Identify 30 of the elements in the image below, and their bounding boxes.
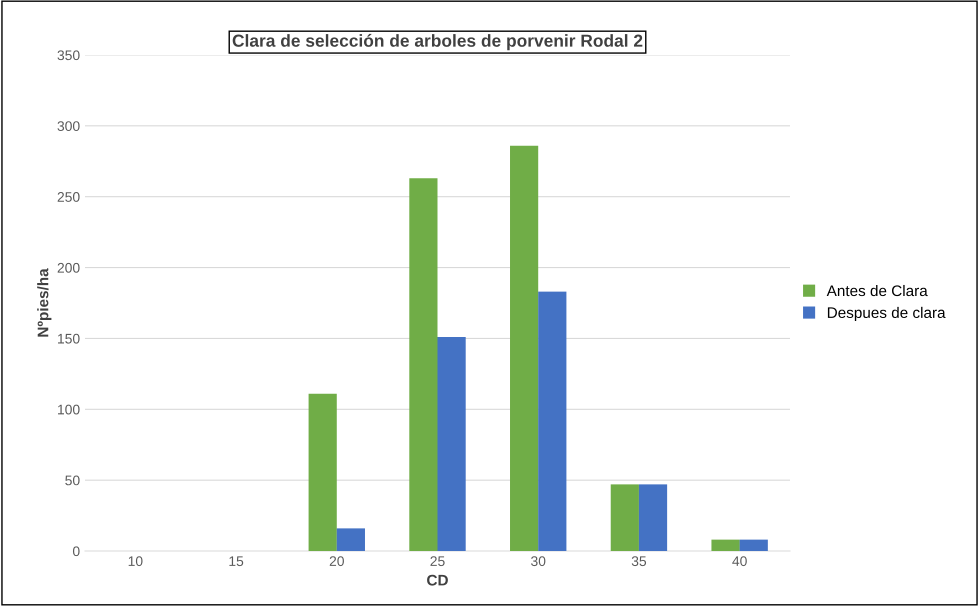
- y-tick-label: 200: [58, 262, 80, 273]
- x-tick-label: 20: [330, 556, 344, 566]
- chart-title: Clara de selección de arboles de porvenir Rodal 2: [232, 34, 642, 50]
- legend-label: Despues de clara: [828, 306, 946, 322]
- x-tick-label: 25: [430, 556, 445, 566]
- y-tick-label: 150: [58, 334, 80, 344]
- y-tick-label: 350: [58, 50, 80, 60]
- x-axis-title: CD: [427, 574, 448, 586]
- x-tick-label: 30: [531, 556, 546, 566]
- bar: [610, 484, 639, 551]
- y-tick-label: 300: [58, 121, 80, 132]
- y-tick-label: 50: [65, 475, 80, 486]
- x-tick-label: 15: [229, 556, 244, 566]
- bar: [638, 484, 668, 551]
- x-tick-label: 10: [128, 556, 143, 566]
- bar: [308, 394, 337, 551]
- y-tick-label: 100: [58, 404, 80, 414]
- bar: [438, 337, 466, 551]
- x-tick-label: 35: [632, 556, 646, 566]
- x-tick-label: 40: [732, 556, 747, 566]
- bar: [409, 178, 438, 551]
- bar: [336, 528, 365, 551]
- bar: [510, 146, 538, 551]
- legend-label: Antes de Clara: [826, 284, 928, 296]
- bar: [538, 292, 566, 551]
- y-tick-label: 250: [58, 192, 80, 202]
- y-axis-title: Nºpies/ha: [37, 268, 52, 337]
- y-tick-label: 0: [72, 546, 80, 556]
- bar: [711, 540, 740, 551]
- bar: [740, 540, 768, 551]
